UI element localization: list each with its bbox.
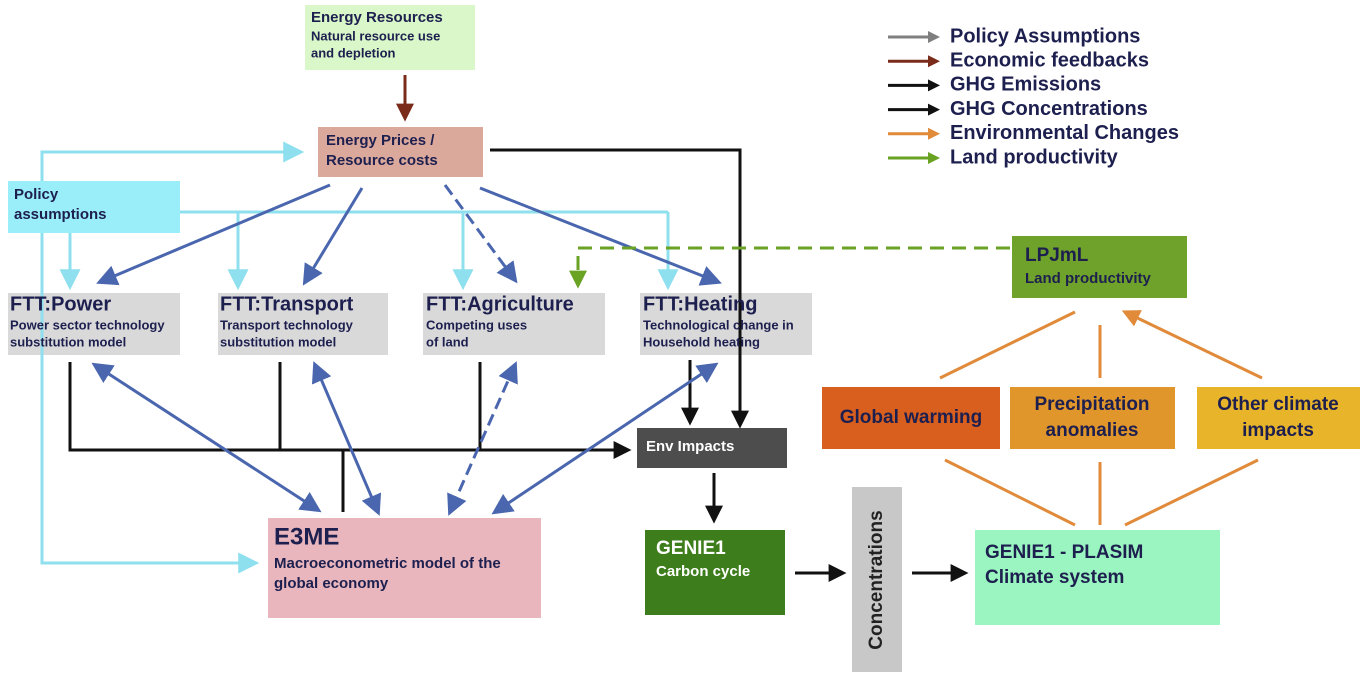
box-genie-plasim — [975, 530, 1220, 625]
node-line: Policy — [14, 186, 59, 203]
arrow — [491, 362, 719, 515]
node-title: FTT:Agriculture — [426, 293, 574, 315]
arrow — [479, 186, 722, 286]
node-line: Concentrations — [866, 510, 887, 649]
boxes — [8, 5, 1360, 672]
legend-label: Environmental Changes — [950, 122, 1179, 144]
box-ftt-heating — [640, 293, 812, 355]
node-line: substitution model — [10, 334, 126, 349]
node-title: GENIE1 — [656, 538, 726, 559]
node-title: E3ME — [274, 523, 339, 550]
box-energy-resources — [305, 5, 475, 70]
legend-label: Economic feedbacks — [950, 49, 1149, 71]
arrow — [569, 246, 1010, 289]
node-line: Land productivity — [1025, 270, 1151, 287]
node-line: Env Impacts — [646, 438, 734, 455]
arrow — [68, 362, 632, 459]
node-line: Resource costs — [326, 152, 438, 169]
legend-label: GHG Emissions — [950, 74, 1101, 96]
legend-arrowhead — [928, 103, 940, 116]
node-title: LPJmL — [1025, 245, 1089, 266]
node-line: Energy Prices / — [326, 132, 435, 149]
box-policy — [8, 181, 180, 233]
arrow — [447, 361, 518, 516]
arrow — [443, 184, 518, 284]
node-line: Global warming — [840, 407, 983, 428]
node-line: Natural resource use — [311, 28, 440, 43]
box-precipitation — [1010, 387, 1175, 449]
box-e3me — [268, 518, 541, 618]
node-line: Transport technology — [220, 317, 354, 332]
node-line: Competing uses — [426, 317, 527, 332]
node-line: of land — [426, 334, 469, 349]
node-line: assumptions — [14, 206, 107, 223]
arrows — [40, 75, 1263, 582]
node-line: Household heating — [643, 334, 760, 349]
node-line: and depletion — [311, 45, 396, 60]
arrow — [91, 362, 322, 513]
legend-arrowhead — [928, 55, 940, 68]
box-ftt-agriculture — [423, 293, 605, 355]
labels: Energy Resources Natural resource use an… — [10, 9, 1339, 650]
arrow — [302, 187, 364, 286]
box-lpjml — [1012, 236, 1187, 298]
legend-arrowhead — [928, 152, 940, 164]
arrow — [96, 183, 331, 286]
arrow — [40, 233, 260, 574]
arrow — [40, 141, 305, 181]
node-line: global economy — [274, 575, 389, 592]
node-line: anomalies — [1046, 420, 1139, 441]
node-line: GENIE1 - PLASIM — [985, 542, 1143, 563]
box-ftt-transport — [218, 293, 388, 355]
arrow — [490, 148, 749, 429]
arrow — [278, 362, 482, 512]
node-line: substitution model — [220, 334, 336, 349]
node-title: FTT:Transport — [220, 293, 354, 315]
box-concentrations — [852, 487, 902, 672]
legend-label: Policy Assumptions — [950, 25, 1140, 47]
legend-label: GHG Concentrations — [950, 98, 1148, 120]
node-line: Power sector technology — [10, 317, 165, 332]
box-other-climate — [1197, 387, 1360, 449]
node-title: Energy Resources — [311, 9, 443, 26]
node-line: Technological change in — [643, 317, 794, 332]
legend-arrowhead — [928, 127, 940, 140]
node-line: Macroeconometric model of the — [274, 555, 501, 572]
node-line: Carbon cycle — [656, 563, 750, 580]
node-line: Climate system — [985, 567, 1124, 588]
legend-label: Land productivity — [950, 146, 1119, 168]
box-energy-prices — [318, 127, 483, 177]
arrow — [939, 312, 1263, 527]
node-title: FTT:Power — [10, 293, 111, 315]
box-global-warming — [822, 387, 1000, 449]
node-line: Precipitation — [1034, 394, 1149, 415]
box-ftt-power — [8, 293, 180, 355]
legend-arrowhead — [928, 79, 940, 92]
legend-arrowhead — [928, 31, 940, 43]
node-line: impacts — [1242, 420, 1314, 441]
box-genie1 — [645, 530, 785, 615]
node-title: FTT:Heating — [643, 293, 757, 315]
arrow — [311, 361, 382, 516]
node-line: Other climate — [1217, 394, 1338, 415]
